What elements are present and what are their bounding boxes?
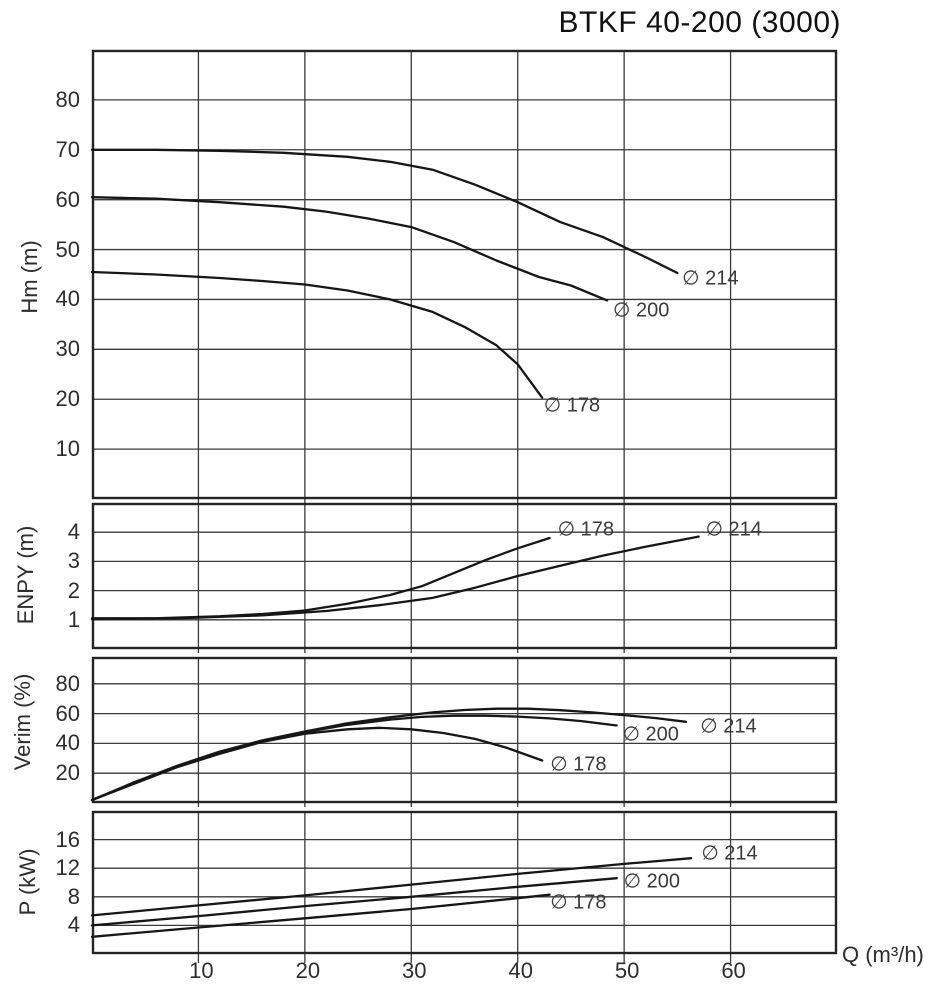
y-tick-head-80: 80 xyxy=(55,86,80,112)
y-tick-npsh-3: 3 xyxy=(67,548,80,574)
plot-border-head xyxy=(91,49,838,500)
curve-label-eff-214: ∅ 214 xyxy=(700,715,757,738)
curve-eff-178 xyxy=(90,726,544,802)
chart-title: BTKF 40-200 (3000) xyxy=(558,6,841,39)
plot-border-npsh xyxy=(91,502,838,650)
curve-power-178 xyxy=(90,893,551,938)
y-tick-head-50: 50 xyxy=(55,236,80,262)
curve-npsh-214 xyxy=(90,535,700,621)
y-tick-eff-40: 40 xyxy=(55,730,80,756)
y-tick-head-40: 40 xyxy=(55,286,80,312)
y-tick-head-60: 60 xyxy=(55,186,80,212)
y-tick-head-20: 20 xyxy=(55,386,80,412)
y-tick-power-8: 8 xyxy=(67,883,80,909)
y-tick-head-10: 10 xyxy=(55,436,80,462)
y-tick-npsh-4: 4 xyxy=(67,519,80,545)
y-tick-power-4: 4 xyxy=(67,912,80,938)
curve-label-eff-178: ∅ 178 xyxy=(550,753,607,776)
x-tick-10: 10 xyxy=(189,958,214,983)
plot-svg-npsh xyxy=(90,502,838,653)
plot-svg-head xyxy=(90,49,838,503)
plot-svg-eff xyxy=(90,656,838,807)
y-tick-eff-80: 80 xyxy=(55,670,80,696)
y-tick-head-30: 30 xyxy=(55,336,80,362)
curve-label-power-178: ∅ 178 xyxy=(550,891,607,914)
y-tick-npsh-1: 1 xyxy=(67,606,80,632)
y-tick-eff-60: 60 xyxy=(55,700,80,726)
curve-label-npsh-178: ∅ 178 xyxy=(557,518,615,541)
plot-efficiency-curves xyxy=(90,656,838,807)
x-tick-30: 30 xyxy=(402,958,427,983)
plot-border-power xyxy=(91,810,838,955)
curve-label-head-178: ∅ 178 xyxy=(543,394,601,417)
y-tick-npsh-2: 2 xyxy=(67,577,80,603)
curve-npsh-178 xyxy=(90,536,551,620)
curve-head-214 xyxy=(90,148,679,275)
y-tick-power-12: 12 xyxy=(55,855,80,881)
curve-label-npsh-214: ∅ 214 xyxy=(705,518,762,541)
x-tick-20: 20 xyxy=(295,958,321,983)
curve-power-214 xyxy=(90,857,693,917)
plot-power-curves xyxy=(90,810,838,963)
curve-label-eff-200: ∅ 200 xyxy=(622,723,679,746)
plot-svg-power xyxy=(90,810,838,963)
plot-head-curves xyxy=(90,49,838,503)
curve-label-power-200: ∅ 200 xyxy=(623,870,680,893)
curve-label-head-214: ∅ 214 xyxy=(682,267,739,290)
y-tick-eff-20: 20 xyxy=(55,760,80,786)
curve-label-head-200: ∅ 200 xyxy=(612,299,670,322)
plot-border-eff xyxy=(91,656,838,804)
x-tick-50: 50 xyxy=(614,958,640,983)
y-axis-label-efficiency: Verim (%) xyxy=(10,673,35,771)
x-axis-label: Q (m³/h) xyxy=(842,942,924,967)
curve-power-200 xyxy=(90,877,618,927)
y-tick-head-70: 70 xyxy=(55,136,80,162)
curve-head-200 xyxy=(90,196,609,302)
y-tick-power-16: 16 xyxy=(55,826,80,852)
x-tick-60: 60 xyxy=(721,958,746,983)
plot-npsh-curves xyxy=(90,502,838,653)
curve-head-178 xyxy=(90,270,544,399)
curve-label-power-214: ∅ 214 xyxy=(701,842,758,865)
x-tick-40: 40 xyxy=(508,958,533,983)
